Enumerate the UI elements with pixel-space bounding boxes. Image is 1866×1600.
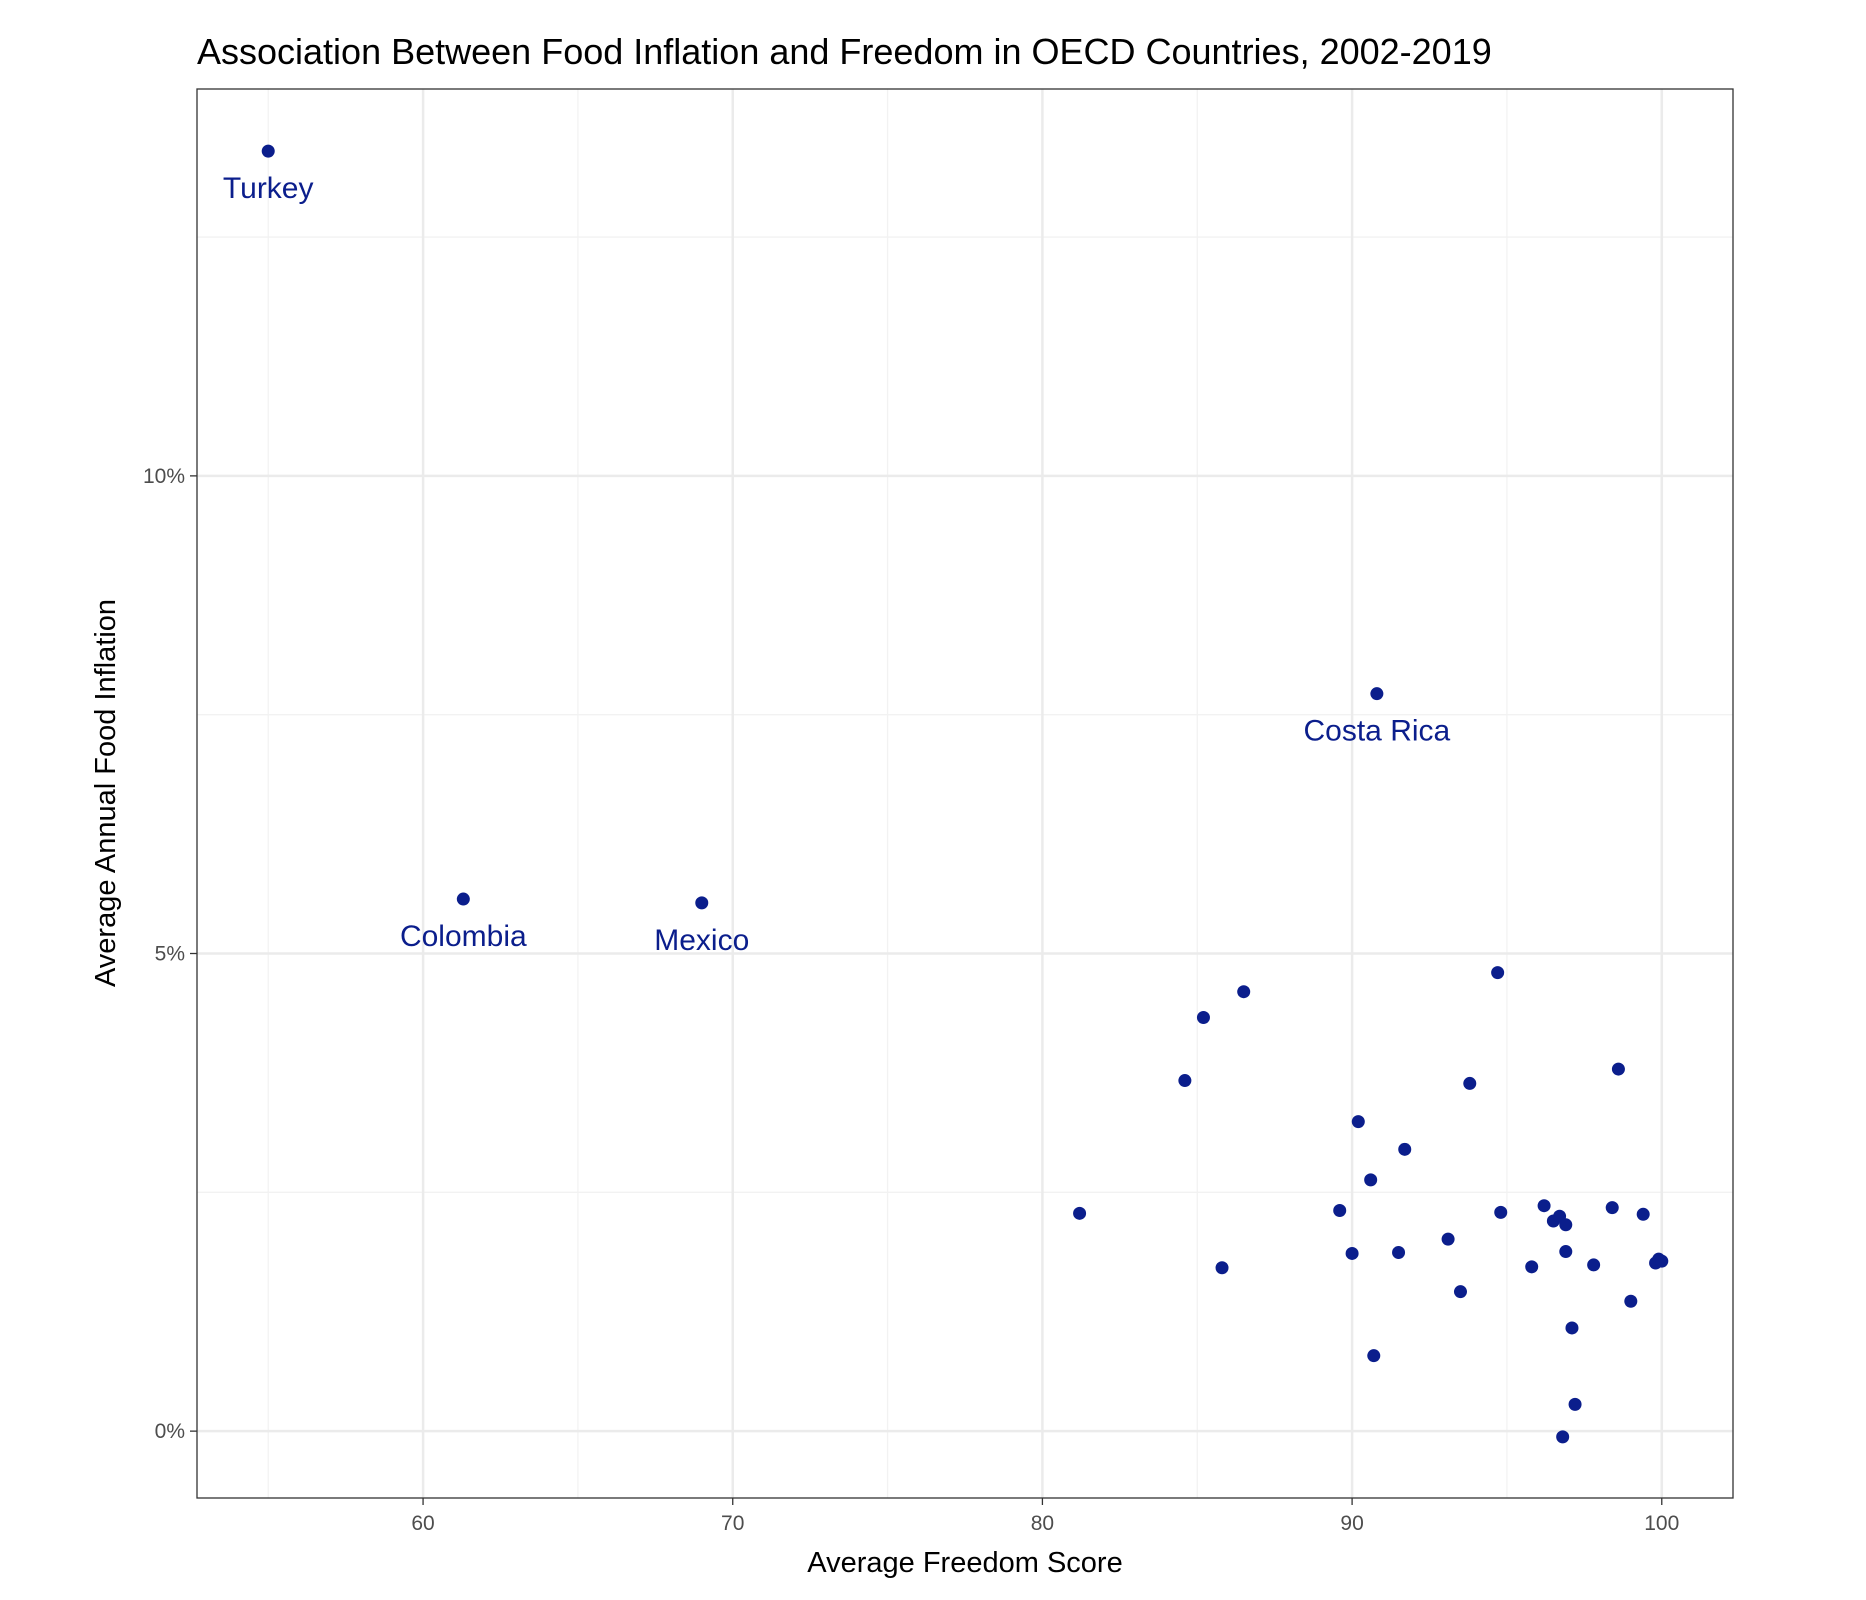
y-tick-label: 5% [155,943,185,966]
data-point [1196,1011,1210,1025]
data-point [1398,1142,1412,1156]
data-point [1441,1232,1455,1246]
y-axis-ticks: 0% 5% 10% [143,465,197,1443]
data-point [1367,1349,1381,1363]
data-point [1559,1245,1573,1259]
x-tick-label: 80 [1031,1512,1054,1535]
data-point [1345,1246,1359,1260]
data-point [1556,1430,1570,1444]
data-point [1073,1206,1087,1220]
data-point [1525,1260,1539,1274]
x-tick-label: 70 [721,1512,744,1535]
data-point [695,896,709,910]
data-point [1624,1294,1638,1308]
data-point [1351,1115,1365,1129]
y-tick-label: 10% [143,465,185,488]
data-point [1655,1254,1669,1268]
data-point [1491,966,1505,980]
data-point [1392,1245,1406,1259]
data-point [1587,1258,1601,1272]
data-point [1605,1201,1619,1215]
data-point [1463,1076,1477,1090]
data-point [1215,1261,1229,1275]
plot-background [197,89,1733,1498]
point-label: Colombia [400,920,527,953]
data-point [1611,1062,1625,1076]
data-point [1636,1207,1650,1221]
x-tick-label: 60 [411,1512,434,1535]
data-point [1237,985,1251,999]
data-point [1364,1173,1378,1187]
y-tick-label: 0% [155,1420,185,1443]
data-point [1333,1203,1347,1217]
data-point [1559,1218,1573,1232]
data-point [1565,1321,1579,1335]
data-point [1178,1074,1192,1088]
x-axis-ticks: 60 70 80 90 100 [411,1498,1679,1535]
y-axis-title: Average Annual Food Inflation [90,599,122,987]
point-label: Costa Rica [1304,715,1451,748]
point-label: Mexico [654,924,749,957]
x-tick-label: 100 [1644,1512,1679,1535]
data-point [1453,1285,1467,1299]
data-point [1494,1205,1508,1219]
x-axis-title: Average Freedom Score [807,1547,1122,1579]
data-point [1568,1397,1582,1411]
chart-title: Association Between Food Inflation and F… [197,31,1492,72]
point-labels: Turkey Colombia Mexico Costa Rica [223,172,1451,957]
x-tick-label: 90 [1340,1512,1363,1535]
data-point [261,144,275,158]
data-points [261,144,1669,1444]
minor-gridlines [197,89,1733,1498]
data-point [1370,687,1384,701]
plot-border [196,88,1734,1499]
point-label: Turkey [223,172,314,205]
data-point [1537,1199,1551,1213]
data-point [456,892,470,906]
